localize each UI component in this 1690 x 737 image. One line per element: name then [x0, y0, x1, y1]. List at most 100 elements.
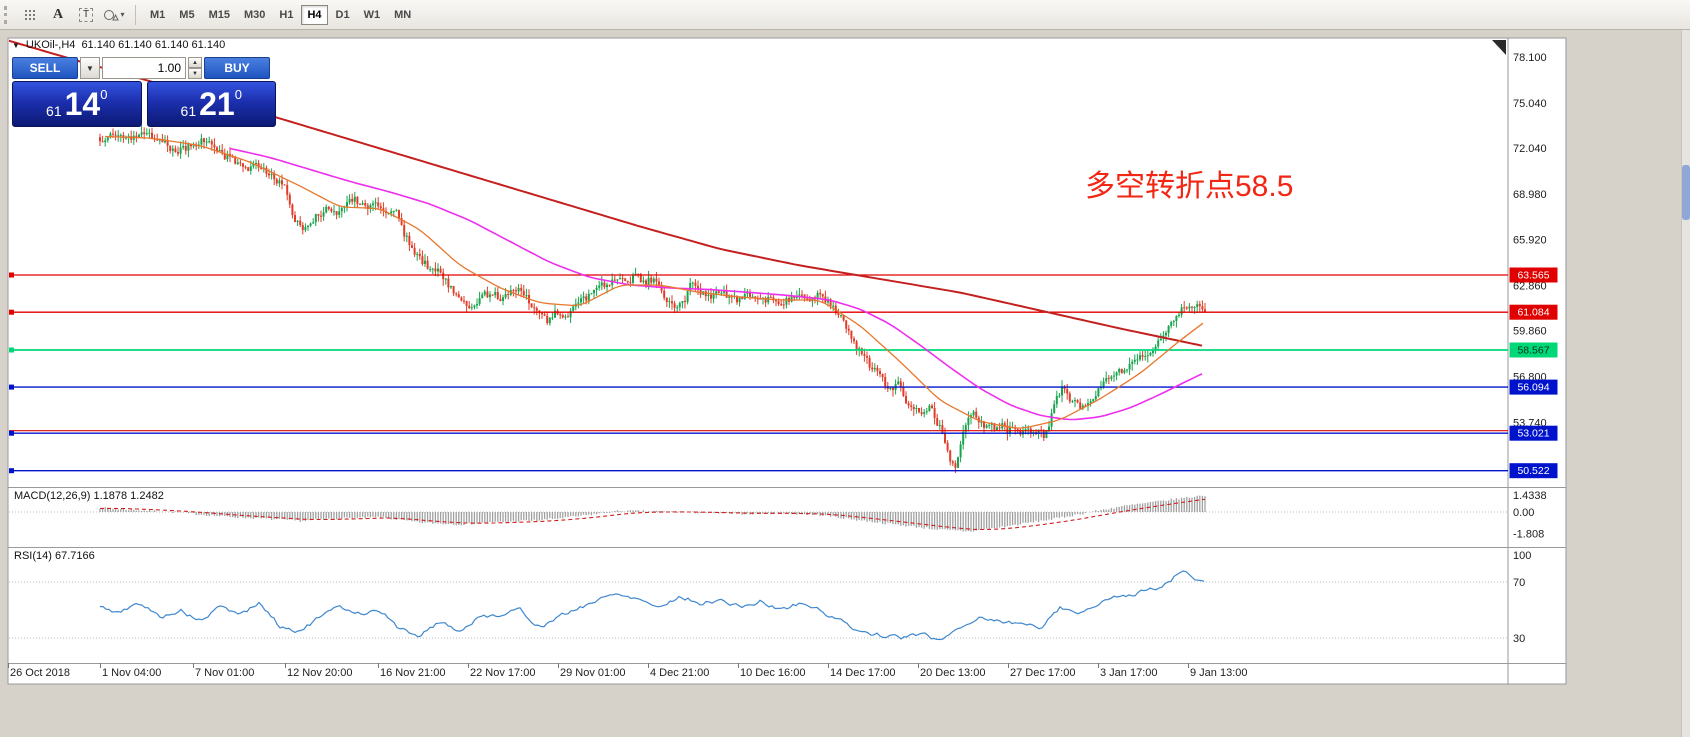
ask-pips: 21 [199, 86, 235, 122]
svg-text:56.094: 56.094 [1517, 382, 1549, 394]
svg-text:4 Dec 21:00: 4 Dec 21:00 [650, 667, 709, 679]
drawing-tools-group: A T ▾ [16, 2, 128, 28]
svg-text:0.00: 0.00 [1513, 507, 1534, 519]
timeframe-M30[interactable]: M30 [243, 8, 266, 21]
ohlc-values: 61.140 61.140 61.140 61.140 [81, 39, 226, 51]
shapes-icon [104, 9, 120, 20]
chart-area[interactable]: 78.100 75.040 72.040 68.980 65.920 62.860 59.8… [0, 30, 1690, 737]
chart-dropdown-icon[interactable]: ▼ [12, 40, 20, 50]
rsi-indicator-label: RSI(14) 67.7166 [14, 550, 95, 562]
date-axis: 26 Oct 2018 1 Nov 04:00 7 Nov 01:00 12 Nov … [8, 663, 1248, 679]
line-anchor-marker[interactable] [9, 468, 14, 474]
symbol-header: ▼ UKOil-,H4 61.140 61.140 61.140 61.140 [12, 39, 225, 51]
volume-dropdown-icon[interactable]: ▼ [80, 57, 100, 79]
line-anchor-marker[interactable] [9, 430, 14, 436]
bid-point: 0 [100, 87, 108, 102]
toolbar: A T ▾ M1 M5 M15 M30 H1 H4 D1 W1 MN [0, 0, 1690, 30]
timeframe-buttons-group: M1 M5 M15 M30 H1 H4 D1 W1 MN [143, 4, 418, 25]
line-anchor-marker[interactable] [9, 272, 14, 278]
svg-text:61.084: 61.084 [1517, 307, 1549, 319]
timeframe-MN[interactable]: MN [394, 8, 412, 21]
svg-text:53.021: 53.021 [1517, 428, 1549, 440]
timeframe-M1[interactable]: M1 [150, 8, 166, 21]
one-click-trade-panel: SELL ▼ ▲ ▼ BUY 61 14 0 61 21 0 [12, 57, 276, 127]
ma-mid-line [229, 147, 1203, 421]
macd-signal-line [100, 498, 1206, 531]
horizontal-lines-layer [9, 272, 1508, 474]
bid-price-box[interactable]: 61 14 0 [12, 81, 142, 127]
line-anchor-marker[interactable] [9, 347, 14, 353]
svg-text:12 Nov 20:00: 12 Nov 20:00 [287, 667, 352, 679]
svg-text:3 Jan 17:00: 3 Jan 17:00 [1100, 667, 1158, 679]
label-t-icon: T [78, 7, 94, 22]
buy-button[interactable]: BUY [204, 57, 270, 79]
volume-down-icon[interactable]: ▼ [188, 68, 202, 79]
line-anchor-marker[interactable] [9, 384, 14, 390]
svg-text:100: 100 [1513, 550, 1531, 562]
svg-text:20 Dec 13:00: 20 Dec 13:00 [920, 667, 985, 679]
ask-integer: 61 [180, 103, 197, 119]
svg-text:78.100: 78.100 [1513, 52, 1547, 64]
svg-text:65.920: 65.920 [1513, 235, 1547, 247]
ask-price-box[interactable]: 61 21 0 [146, 81, 276, 127]
chart-text-annotation: 多空转折点58.5 [1085, 170, 1294, 203]
toolbar-separator [135, 4, 136, 25]
svg-text:26 Oct 2018: 26 Oct 2018 [10, 667, 70, 679]
symbol-period-label: UKOil-,H4 [25, 39, 76, 51]
svg-text:10 Dec 16:00: 10 Dec 16:00 [740, 667, 805, 679]
price-badge-53.021 [1509, 425, 1558, 441]
text-tool[interactable]: A [44, 2, 72, 28]
svg-text:75.040: 75.040 [1513, 98, 1547, 110]
scrollbar-thumb[interactable] [1682, 165, 1690, 220]
rsi-layer [99, 570, 1205, 641]
timeframe-M15[interactable]: M15 [208, 8, 230, 21]
svg-text:59.860: 59.860 [1513, 326, 1547, 338]
volume-input[interactable] [102, 57, 186, 79]
chevron-down-icon: ▾ [120, 10, 125, 19]
svg-text:30: 30 [1513, 633, 1525, 645]
price-badge-63.565 [1509, 267, 1558, 283]
svg-text:63.565: 63.565 [1517, 270, 1549, 282]
timeframe-H4[interactable]: H4 [301, 4, 328, 25]
text-a-icon: A [52, 6, 64, 22]
svg-text:27 Dec 17:00: 27 Dec 17:00 [1010, 667, 1075, 679]
svg-text:1 Nov 04:00: 1 Nov 04:00 [102, 667, 161, 679]
toolbar-grip[interactable] [4, 5, 10, 24]
volume-up-icon[interactable]: ▲ [188, 57, 202, 68]
price-badge-56.094 [1509, 379, 1558, 395]
line-anchor-marker[interactable] [9, 309, 14, 315]
sell-button[interactable]: SELL [12, 57, 78, 79]
timeframe-M5[interactable]: M5 [179, 8, 195, 21]
timeframe-W1[interactable]: W1 [363, 8, 381, 21]
svg-text:9 Jan 13:00: 9 Jan 13:00 [1190, 667, 1248, 679]
shapes-tool[interactable]: ▾ [100, 2, 128, 28]
chart-background [7, 37, 1567, 685]
chart-workspace: 78.100 75.040 72.040 68.980 65.920 62.860 59.8… [0, 30, 1690, 737]
label-tool[interactable]: T [72, 2, 100, 28]
price-badge-58.567 [1509, 342, 1558, 358]
vertical-scrollbar[interactable] [1681, 30, 1690, 737]
price-badge-61.084 [1509, 304, 1558, 320]
svg-text:7 Nov 01:00: 7 Nov 01:00 [195, 667, 254, 679]
ask-point: 0 [234, 87, 242, 102]
price-axis: 78.100 75.040 72.040 68.980 65.920 62.860 59.8… [1509, 52, 1558, 645]
rsi-line [99, 570, 1205, 641]
volume-spinner: ▲ ▼ [188, 57, 202, 79]
svg-text:68.980: 68.980 [1513, 189, 1547, 201]
svg-text:1.4338: 1.4338 [1513, 490, 1547, 502]
svg-text:70: 70 [1513, 577, 1525, 589]
bid-pips: 14 [64, 86, 101, 122]
bid-integer: 61 [46, 103, 62, 119]
timeframe-H1[interactable]: H1 [279, 8, 294, 21]
chart-shift-marker[interactable] [1492, 40, 1506, 55]
macd-layer [99, 495, 1206, 532]
svg-text:-1.808: -1.808 [1513, 528, 1544, 540]
crosshair-grid-tool[interactable] [16, 2, 44, 28]
svg-text:14 Dec 17:00: 14 Dec 17:00 [830, 667, 895, 679]
price-badge-50.522 [1509, 463, 1558, 479]
svg-text:16 Nov 21:00: 16 Nov 21:00 [380, 667, 445, 679]
svg-text:29 Nov 01:00: 29 Nov 01:00 [560, 667, 625, 679]
svg-text:62.860: 62.860 [1513, 281, 1547, 293]
timeframe-D1[interactable]: D1 [335, 8, 350, 21]
